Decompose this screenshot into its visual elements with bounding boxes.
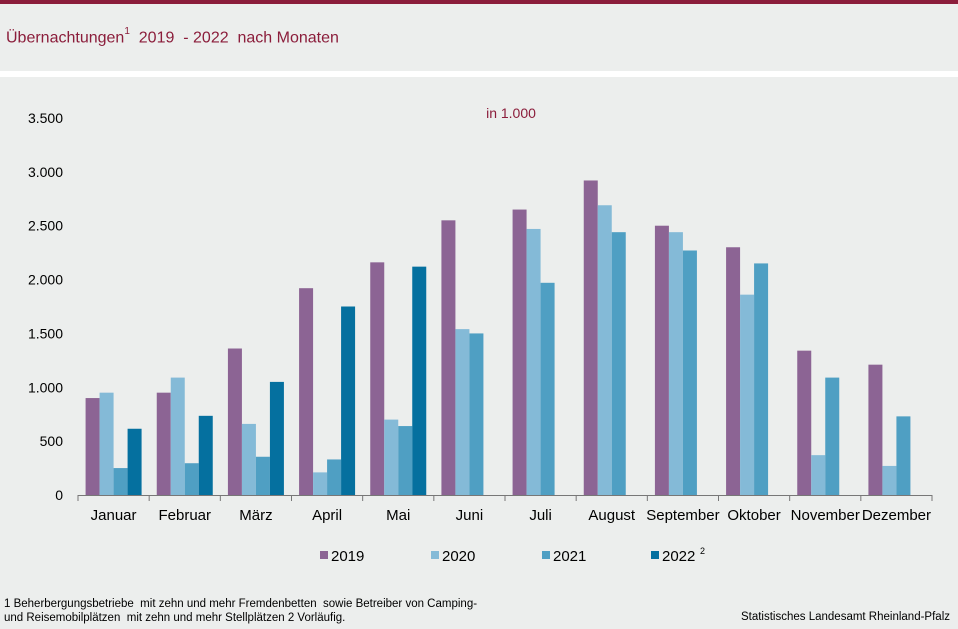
bar-chart: in 1.000 0 500 1.000 1.500 2.000 2.500 3.000 3.5… [28, 105, 933, 565]
x-tick-label: November [791, 507, 860, 524]
bar-2019-7 [583, 180, 598, 495]
y-tick-label: 1.500 [28, 325, 63, 341]
bar-2022-0 [127, 428, 142, 495]
title-footnote-marker: 1 [124, 26, 130, 37]
footnote-line-2: und Reisemobilplätzen mit zehn und mehr … [4, 612, 346, 624]
bar-2021-11 [896, 416, 911, 495]
bar-2019-4 [370, 262, 385, 495]
y-tick-label: 2.500 [28, 218, 63, 234]
bar-2020-9 [740, 294, 755, 495]
bar-2021-10 [825, 377, 840, 495]
legend-label-2019: 2019 [331, 548, 364, 565]
bar-2021-5 [469, 333, 484, 495]
x-tick-label: Januar [91, 507, 137, 524]
legend-label-2022: 2022 [662, 548, 695, 565]
legend-swatch-2022 [651, 551, 659, 559]
y-tick-label: 3.000 [28, 164, 63, 180]
bar-2021-1 [184, 463, 199, 495]
legend-swatch-2021 [542, 551, 550, 559]
y-tick-label: 1.000 [28, 379, 63, 395]
bar-2022-3 [341, 306, 356, 495]
bar-2019-1 [156, 392, 171, 495]
bar-2019-9 [726, 247, 741, 495]
x-tick-label: Mai [386, 507, 410, 524]
legend-swatch-2020 [431, 551, 439, 559]
bar-2019-10 [797, 350, 812, 495]
y-tick-label: 0 [55, 487, 63, 503]
bar-2021-7 [611, 232, 626, 496]
title-rest: 2019 - 2022 nach Monaten [129, 29, 339, 47]
bar-2019-3 [299, 288, 314, 495]
top-rule [0, 0, 958, 4]
legend-swatch-2019 [320, 551, 328, 559]
x-tick-label: Oktober [727, 507, 780, 524]
bar-2019-8 [654, 225, 669, 495]
legend-label-2020: 2020 [442, 548, 475, 565]
bar-2021-2 [255, 456, 270, 495]
bar-2020-7 [597, 205, 612, 495]
bar-2019-6 [512, 209, 527, 496]
bar-2021-0 [113, 468, 128, 495]
divider-band [0, 71, 958, 77]
bar-2020-8 [668, 232, 683, 496]
y-tick-label: 2.000 [28, 272, 63, 288]
x-tick-label: Februar [158, 507, 211, 524]
x-tick-label: Juli [529, 507, 552, 524]
bar-2022-4 [412, 266, 427, 495]
unit-label: in 1.000 [486, 105, 536, 121]
bar-2022-1 [198, 415, 213, 495]
y-tick-label: 3.500 [28, 110, 63, 126]
bar-2020-5 [455, 329, 470, 495]
footnote: 1 Beherbergungsbetriebe mit zehn und meh… [4, 597, 477, 625]
x-tick-label: April [312, 507, 342, 524]
bar-2020-6 [526, 228, 541, 495]
bar-2020-3 [313, 472, 328, 495]
x-tick-label: März [239, 507, 272, 524]
bar-2019-2 [227, 348, 242, 495]
bar-2021-6 [540, 282, 555, 495]
bar-2021-3 [327, 459, 342, 495]
bar-2020-0 [99, 392, 114, 495]
bar-2020-1 [170, 377, 185, 495]
bar-2020-2 [241, 423, 256, 495]
x-tick-label: August [588, 507, 636, 524]
x-tick-label: September [646, 507, 719, 524]
footnote-line-1: 1 Beherbergungsbetriebe mit zehn und meh… [4, 598, 478, 610]
title-main: Übernachtungen [6, 29, 125, 47]
bar-2021-4 [398, 426, 413, 495]
bar-2021-9 [754, 263, 769, 495]
legend-label-2021: 2021 [553, 548, 586, 565]
x-tick-label: Juni [456, 507, 484, 524]
source-credit: Statistisches Landesamt Rheinland-Pfalz [740, 611, 950, 623]
x-tick-label: Dezember [862, 507, 931, 524]
y-tick-label: 500 [40, 433, 64, 449]
bar-2021-8 [682, 250, 697, 495]
legend-sup-2022: 2 [700, 546, 705, 556]
bar-2020-10 [811, 455, 826, 495]
bar-2019-5 [441, 220, 456, 496]
bar-2019-0 [85, 398, 100, 495]
bar-2019-11 [868, 364, 883, 495]
bar-2020-4 [384, 419, 399, 495]
bar-2020-11 [882, 465, 897, 495]
bar-2022-2 [269, 381, 284, 495]
chart-title: Übernachtungen1 2019 - 2022 nach Monaten [6, 26, 339, 47]
